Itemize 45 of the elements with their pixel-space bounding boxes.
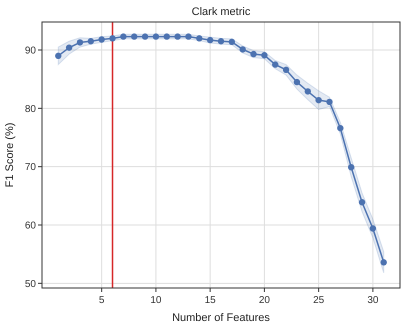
point bbox=[294, 78, 300, 86]
point bbox=[109, 35, 116, 42]
x-tick-label: 25 bbox=[313, 295, 325, 306]
point bbox=[152, 33, 160, 40]
point bbox=[66, 44, 72, 51]
y-tick-label: 90 bbox=[24, 46, 36, 56]
point bbox=[218, 38, 224, 44]
y-tick-label: 80 bbox=[24, 104, 36, 115]
point bbox=[348, 164, 354, 170]
point bbox=[358, 199, 366, 206]
chart-title: Clark metric bbox=[192, 6, 251, 18]
point bbox=[142, 33, 148, 40]
x-tick-label: 30 bbox=[367, 295, 379, 306]
x-tick-label: 5 bbox=[98, 295, 105, 306]
y-tick-label: 50 bbox=[24, 278, 36, 290]
point bbox=[261, 52, 268, 58]
point bbox=[228, 38, 236, 46]
point bbox=[76, 39, 84, 46]
point bbox=[304, 88, 311, 95]
point bbox=[326, 98, 333, 106]
point bbox=[380, 259, 387, 266]
x-tick-label: 10 bbox=[150, 295, 162, 306]
y-axis-title: F1 Score (%) bbox=[4, 122, 16, 188]
point bbox=[272, 61, 278, 68]
y-tick-label: 70 bbox=[24, 162, 36, 174]
point bbox=[55, 52, 62, 60]
point bbox=[174, 33, 181, 40]
point bbox=[88, 38, 94, 44]
point bbox=[120, 33, 127, 40]
point bbox=[337, 124, 344, 132]
point bbox=[131, 33, 138, 40]
point bbox=[98, 36, 105, 43]
y-tick-label: 60 bbox=[24, 220, 36, 232]
point bbox=[185, 33, 192, 40]
point bbox=[282, 66, 290, 74]
point bbox=[206, 36, 214, 44]
point bbox=[370, 225, 376, 232]
point bbox=[315, 96, 322, 104]
point bbox=[239, 46, 246, 53]
x-tick-label: 20 bbox=[258, 295, 270, 306]
point bbox=[164, 33, 170, 40]
point bbox=[250, 50, 257, 58]
x-tick-label: 15 bbox=[204, 295, 216, 306]
x-axis-title: Number of Features bbox=[172, 312, 270, 324]
point bbox=[196, 35, 203, 42]
